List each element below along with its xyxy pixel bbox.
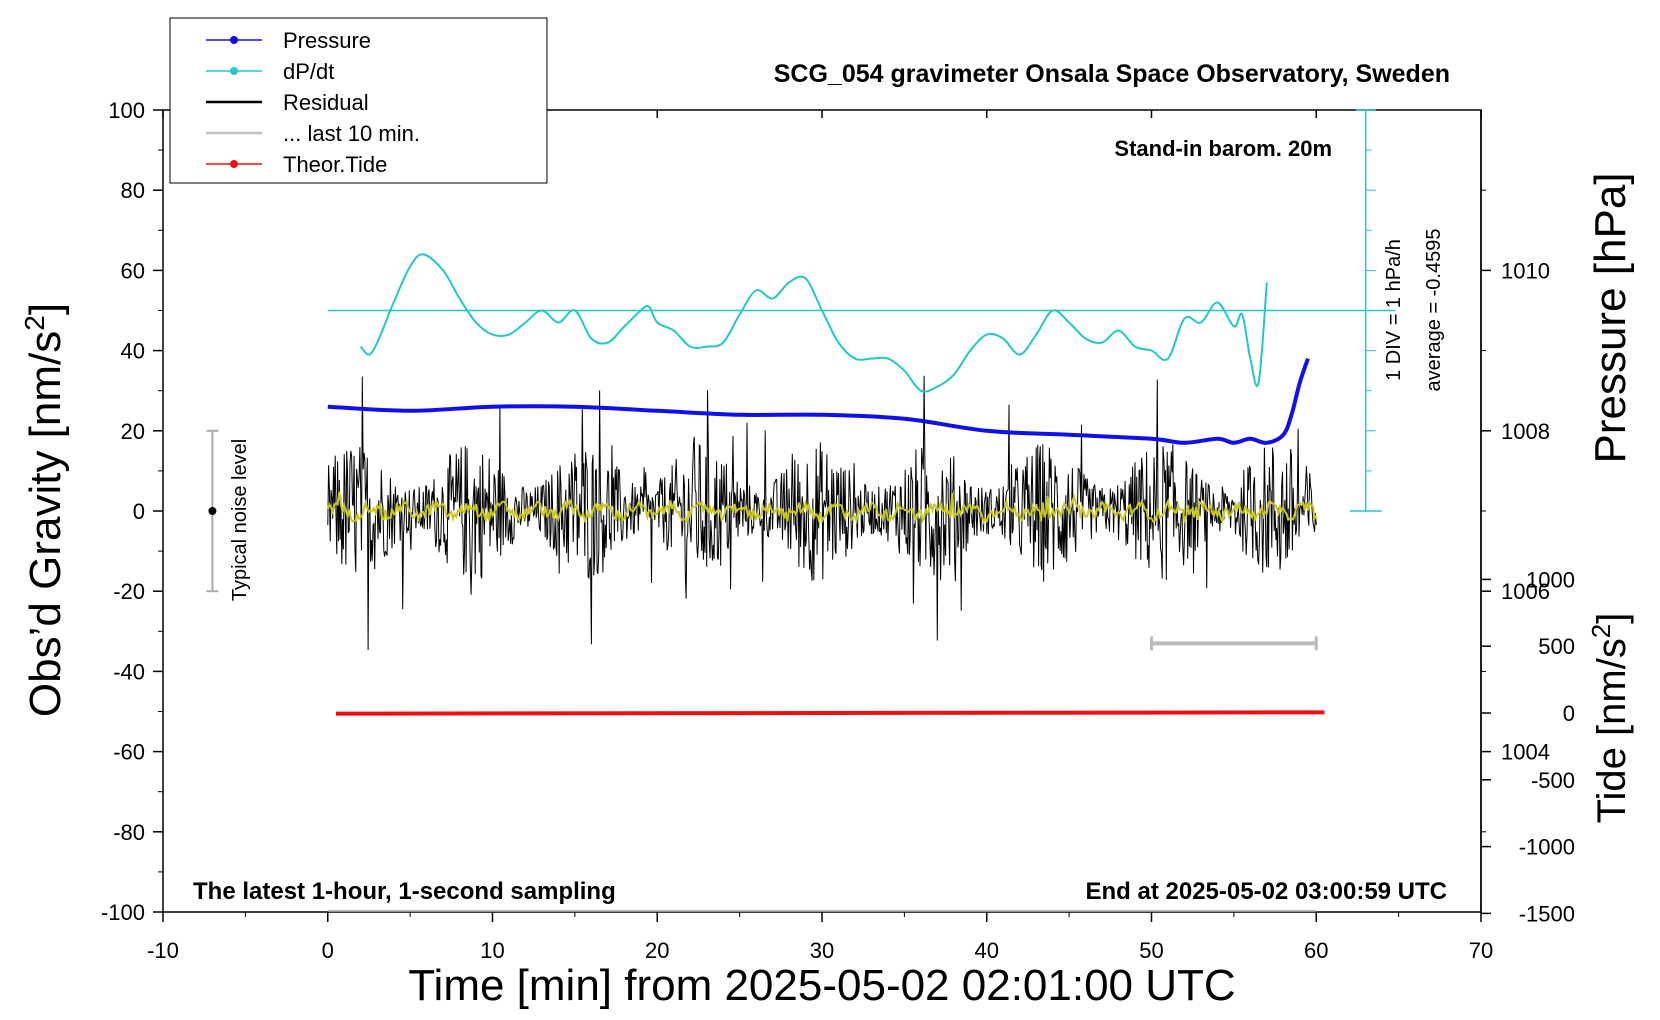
pressure-line bbox=[327, 357, 1310, 445]
y-tick-label: -80 bbox=[113, 820, 145, 845]
x-tick-label: 60 bbox=[1304, 938, 1328, 963]
legend-swatch-dot bbox=[230, 36, 238, 44]
tide-tick-label: 500 bbox=[1538, 634, 1575, 659]
pressure-tick-label: 1008 bbox=[1501, 419, 1550, 444]
x-axis-title: Time [min] from 2025-05-02 02:01:00 UTC bbox=[408, 961, 1235, 1010]
dpdt-scale-bar bbox=[1349, 109, 1382, 512]
series-layer bbox=[326, 253, 1325, 912]
x-tick-label: 20 bbox=[645, 938, 669, 963]
end-time-label: End at 2025-05-02 03:00:59 UTC bbox=[1086, 878, 1448, 905]
legend-label: Residual bbox=[283, 90, 369, 115]
pressure-tick-label: 1006 bbox=[1501, 579, 1550, 604]
x-tick-label: 50 bbox=[1139, 938, 1163, 963]
tide-line bbox=[335, 710, 1325, 716]
x-tick-label: 10 bbox=[480, 938, 504, 963]
legend-label: ... last 10 min. bbox=[283, 121, 420, 146]
legend-swatch-dot bbox=[230, 160, 238, 168]
tide-tick-label: -1000 bbox=[1519, 835, 1575, 860]
chart-title: SCG_054 gravimeter Onsala Space Observat… bbox=[774, 60, 1450, 88]
noise-label: Typical noise level bbox=[229, 439, 251, 601]
y-tick-label: -20 bbox=[113, 579, 145, 604]
noise-bar-dot bbox=[208, 507, 217, 515]
y-tick-label: 80 bbox=[121, 178, 145, 203]
dpdt-div-label: 1 DIV = 1 hPa/h bbox=[1383, 239, 1405, 381]
axis-ticks bbox=[153, 109, 1491, 922]
legend-label: dP/dt bbox=[283, 59, 334, 84]
y-axis-title-tide: Tide [nm/s2] bbox=[1586, 613, 1634, 824]
latest-label: The latest 1-hour, 1-second sampling bbox=[193, 878, 616, 905]
noise-level-bar bbox=[206, 429, 219, 593]
y-tick-label: -60 bbox=[113, 740, 145, 765]
x-tick-label: -10 bbox=[147, 938, 179, 963]
last10-range-bar bbox=[1150, 636, 1318, 651]
y-tick-label: 0 bbox=[133, 499, 145, 524]
tick-labels: -10 0 10 20 30 40 50 60 70100806040200-20-40-60-… bbox=[101, 98, 1575, 963]
legend-box bbox=[169, 17, 548, 184]
dpdt-average-label: average = -0.4595 bbox=[1423, 229, 1445, 392]
stand-in-label: Stand-in barom. 20m bbox=[1114, 136, 1332, 161]
y-tick-label: -40 bbox=[113, 659, 145, 684]
tide-tick-label: 1000 bbox=[1526, 567, 1575, 592]
x-tick-label: 0 bbox=[322, 938, 334, 963]
tide-tick-label: -500 bbox=[1531, 768, 1575, 793]
y-tick-label: 20 bbox=[121, 419, 145, 444]
y-tick-label: 60 bbox=[121, 258, 145, 283]
pressure-tick-label: 1004 bbox=[1501, 740, 1550, 765]
residual-line bbox=[327, 375, 1317, 651]
tide-tick-label: 0 bbox=[1563, 701, 1575, 726]
residual-smooth-line bbox=[326, 491, 1318, 526]
x-tick-label: 40 bbox=[975, 938, 999, 963]
tide-tick-label: -1500 bbox=[1519, 901, 1575, 926]
legend-label: Theor.Tide bbox=[283, 152, 387, 177]
y-axis-title-pressure: Pressure [hPa] bbox=[1586, 172, 1635, 463]
y-tick-label: 40 bbox=[121, 339, 145, 364]
pressure-tick-label: 1010 bbox=[1501, 258, 1550, 283]
y-axis-title-left: Obs’d Gravity [nm/s2] bbox=[19, 303, 70, 717]
y-tick-label: 100 bbox=[108, 98, 145, 123]
x-tick-label: 70 bbox=[1469, 938, 1493, 963]
legend: Pressure dP/dt Residual ... last 10 min. The… bbox=[169, 17, 548, 184]
y-tick-label: -100 bbox=[101, 900, 145, 925]
legend-swatch-dot bbox=[230, 67, 238, 75]
dpdt-line bbox=[359, 253, 1268, 393]
legend-label: Pressure bbox=[283, 28, 371, 53]
x-tick-label: 30 bbox=[810, 938, 834, 963]
